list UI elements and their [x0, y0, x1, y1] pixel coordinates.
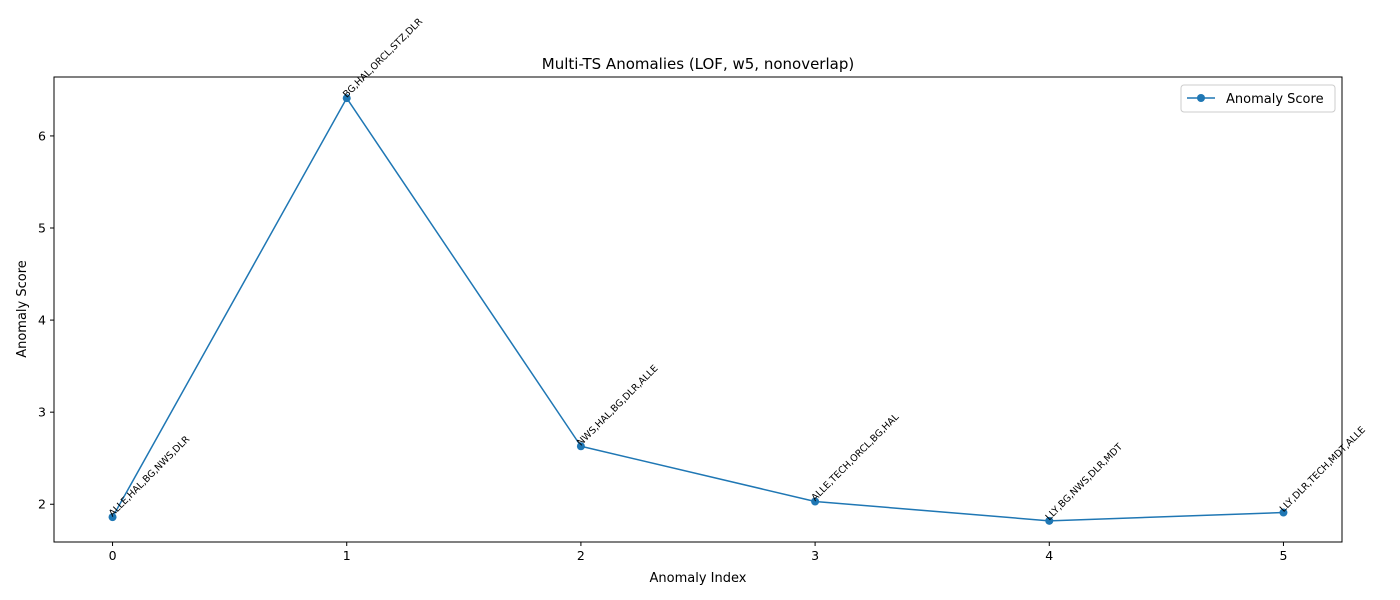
legend-box [1180, 84, 1336, 113]
data-point [576, 442, 585, 451]
y-axis-title: Anomaly Score [15, 260, 30, 358]
plot-frame [53, 76, 1343, 543]
chart-title: Multi-TS Anomalies (LOF, w5, nonoverlap) [542, 55, 854, 73]
series-layer [108, 94, 1288, 525]
x-tick-label: 3 [811, 548, 819, 563]
x-tick-label: 2 [577, 548, 585, 563]
data-point [1279, 508, 1288, 517]
data-point [108, 513, 117, 522]
data-point [1045, 516, 1054, 525]
plot-area [54, 77, 1342, 542]
data-point [811, 497, 820, 506]
legend-entry-label: Anomaly Score [1226, 92, 1324, 107]
legend-marker-swatch [1197, 94, 1205, 102]
series-line [111, 97, 1284, 522]
x-tick-label: 0 [109, 548, 117, 563]
legend: Anomaly Score [1180, 84, 1336, 113]
data-point [342, 94, 351, 103]
y-tick-label: 5 [38, 221, 46, 236]
x-tick-label: 5 [1279, 548, 1287, 563]
x-tick-label: 4 [1045, 548, 1053, 563]
y-tick-label: 3 [38, 405, 46, 420]
y-tick-label: 2 [38, 497, 46, 512]
axis-ticks: 0 1 2 3 4 5 2 3 4 5 6 [38, 128, 1287, 563]
y-tick-label: 4 [38, 313, 46, 328]
x-tick-label: 1 [343, 548, 351, 563]
x-axis-title: Anomaly Index [650, 571, 747, 586]
y-tick-label: 6 [38, 128, 46, 143]
